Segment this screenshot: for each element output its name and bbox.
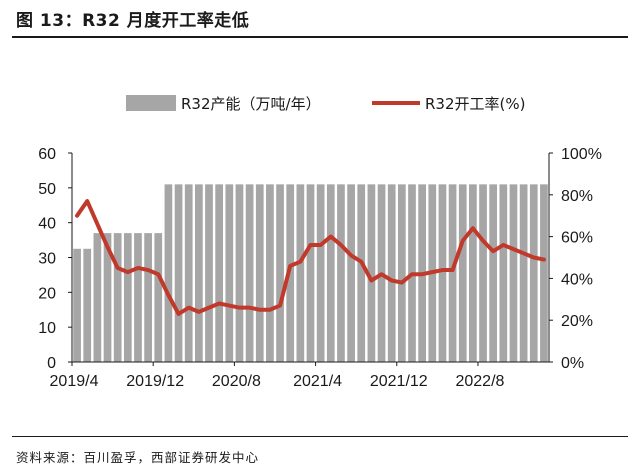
capacity-bar	[529, 184, 538, 362]
capacity-bar	[316, 184, 325, 362]
capacity-bar	[174, 184, 183, 362]
y-right-tick-label: 80%	[561, 188, 593, 205]
capacity-bar	[276, 184, 284, 362]
capacity-bar	[245, 184, 254, 362]
capacity-bar	[519, 184, 528, 362]
y-right-tick-label: 20%	[561, 313, 593, 330]
capacity-bar	[215, 184, 224, 362]
x-tick-label: 2019/12	[126, 373, 184, 390]
capacity-bar	[184, 184, 193, 362]
capacity-bar	[235, 184, 244, 362]
capacity-bar	[103, 233, 112, 362]
capacity-bar	[255, 184, 264, 362]
capacity-bar	[479, 184, 487, 362]
capacity-bar	[448, 184, 457, 362]
capacity-bar	[367, 184, 376, 362]
capacity-bar	[489, 184, 498, 362]
x-tick-label: 2022/8	[455, 373, 504, 390]
y-right-tick-label: 100%	[561, 146, 602, 163]
capacity-bar	[306, 184, 315, 362]
y-left-tick-label: 40	[38, 216, 56, 233]
source-rule	[12, 436, 628, 437]
legend: R32产能（万吨/年） R32开工率(%)	[126, 95, 525, 113]
capacity-bar	[438, 184, 447, 362]
capacity-bar	[123, 233, 132, 362]
capacity-bar	[144, 233, 152, 362]
capacity-bar	[134, 233, 142, 362]
title-rule	[12, 36, 628, 38]
x-tick-label: 2021/12	[370, 373, 428, 390]
capacity-bar	[83, 248, 92, 362]
legend-label-capacity: R32产能（万吨/年）	[181, 95, 321, 113]
capacity-bar	[164, 184, 173, 362]
legend-label-rate: R32开工率(%)	[425, 95, 525, 113]
y-left-tick-label: 20	[38, 285, 56, 302]
y-right-tick-label: 0%	[561, 355, 584, 372]
capacity-bar	[266, 184, 274, 362]
capacity-bar	[347, 184, 355, 362]
x-tick-label: 2020/8	[212, 373, 261, 390]
x-tick-label: 2019/4	[50, 373, 99, 390]
y-right-tick-label: 60%	[561, 230, 593, 247]
y-right-tick-label: 40%	[561, 271, 593, 288]
y-left-tick-label: 30	[38, 251, 56, 268]
y-left-tick-label: 10	[38, 320, 56, 337]
capacity-bar	[113, 233, 122, 362]
y-left-tick-label: 50	[38, 181, 56, 198]
capacity-bar	[154, 233, 163, 362]
capacity-bar	[195, 184, 203, 362]
x-tick-label: 2021/4	[293, 373, 342, 390]
tick-labels: 0 10 20 30 40 50 60 0% 20% 40% 60% 80% 100% 2019/4 201…	[38, 146, 602, 390]
rate-line	[75, 199, 546, 316]
capacity-bar	[469, 184, 477, 362]
source-note: 资料来源：百川盈孚，西部证券研发中心	[16, 450, 260, 465]
capacity-bar	[387, 184, 396, 362]
capacity-bar	[509, 184, 518, 362]
capacity-bar	[499, 184, 508, 362]
capacity-bar	[357, 184, 366, 362]
capacity-bar	[93, 233, 102, 362]
capacity-bar	[326, 184, 335, 362]
capacity-bar	[73, 248, 81, 362]
capacity-bar	[397, 184, 406, 362]
capacity-bar	[205, 184, 213, 362]
y-left-tick-label: 60	[38, 146, 56, 163]
rate-line-layer	[75, 199, 546, 316]
legend-swatch-capacity	[126, 95, 176, 111]
capacity-bar	[458, 184, 467, 362]
capacity-bar	[225, 184, 234, 362]
capacity-bar	[540, 184, 548, 362]
y-left-tick-label: 0	[47, 355, 56, 372]
figure-title: 图 13：R32 月度开工率走低	[16, 11, 250, 31]
capacity-bars	[73, 184, 548, 362]
capacity-bar	[296, 184, 305, 362]
capacity-bar	[337, 184, 345, 362]
